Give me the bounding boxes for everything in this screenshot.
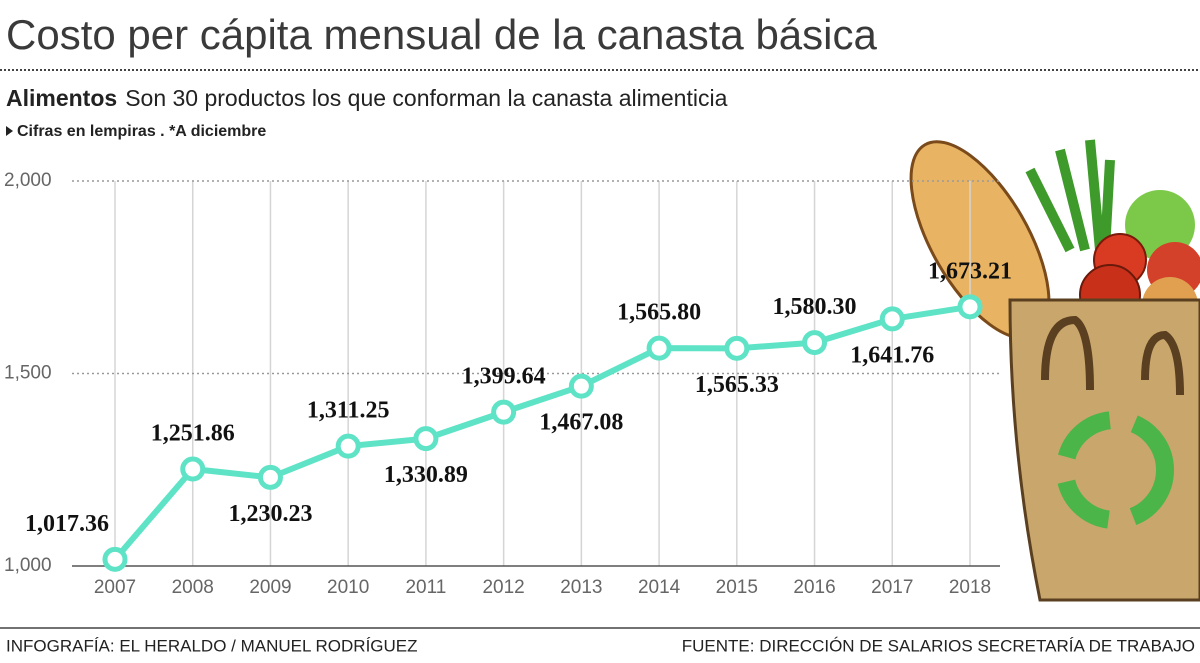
data-point [180, 456, 206, 482]
x-tick-label: 2010 [327, 577, 369, 598]
x-tick-label: 2011 [405, 577, 446, 598]
value-label: 1,017.36 [25, 511, 109, 537]
value-label: 1,565.80 [617, 300, 701, 326]
x-tick-label: 2015 [716, 577, 758, 598]
x-tick-label: 2008 [172, 577, 214, 598]
y-tick-label: 2,000 [4, 170, 52, 191]
data-point [491, 399, 517, 425]
value-label: 1,251.86 [151, 421, 235, 447]
note-arrow [6, 126, 13, 136]
data-point [724, 335, 750, 361]
data-point [413, 426, 439, 452]
value-label: 1,673.21 [928, 258, 1012, 284]
value-label: 1,230.23 [228, 501, 312, 527]
credit: INFOGRAFÍA: EL HERALDO / MANUEL RODRÍGUE… [6, 636, 418, 655]
x-tick-label: 2013 [560, 577, 602, 598]
chart-title: Costo per cápita mensual de la canasta b… [6, 11, 877, 58]
note: Cifras en lempiras . *A diciembre [17, 123, 266, 140]
grocery-bag-illustration [909, 139, 1200, 602]
value-label: 1,330.89 [384, 462, 468, 488]
subtitle-text: Son 30 productos los que conforman la ca… [125, 85, 727, 111]
data-point [646, 335, 672, 361]
data-point [568, 373, 594, 399]
data-point [257, 464, 283, 490]
value-label: 1,467.08 [539, 410, 623, 436]
value-label: 1,641.76 [850, 342, 934, 368]
x-tick-label: 2007 [94, 577, 136, 598]
data-point [335, 433, 361, 459]
data-line [112, 303, 971, 562]
data-point [879, 306, 905, 332]
source: FUENTE: DIRECCIÓN DE SALARIOS SECRETARÍA… [682, 636, 1195, 655]
value-label: 1,580.30 [773, 294, 857, 320]
x-tick-label: 2018 [949, 577, 991, 598]
subtitle-bold: Alimentos [6, 85, 117, 111]
data-point [102, 546, 128, 572]
subtitle: Alimentos Son 30 productos los que confor… [6, 85, 728, 111]
value-label: 1,399.64 [462, 364, 546, 390]
x-tick-label: 2014 [638, 577, 681, 598]
x-tick-label: 2017 [871, 577, 913, 598]
x-tick-label: 2009 [249, 577, 291, 598]
x-tick-label: 2012 [482, 577, 524, 598]
data-point [802, 330, 828, 356]
data-point [957, 294, 983, 320]
x-tick-label: 2016 [793, 577, 835, 598]
y-tick-label: 1,000 [4, 555, 52, 576]
value-label: 1,311.25 [307, 398, 390, 424]
y-tick-label: 1,500 [4, 363, 52, 384]
value-label: 1,565.33 [695, 372, 779, 398]
